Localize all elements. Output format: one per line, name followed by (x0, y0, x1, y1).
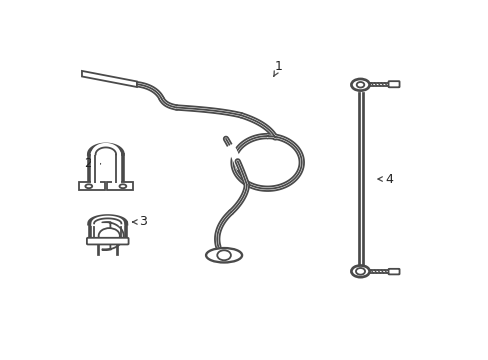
Polygon shape (82, 71, 137, 87)
Circle shape (217, 250, 230, 260)
Circle shape (99, 228, 120, 244)
Polygon shape (102, 222, 123, 250)
Circle shape (355, 268, 365, 275)
Polygon shape (79, 183, 104, 190)
FancyBboxPatch shape (87, 238, 128, 244)
Polygon shape (106, 183, 133, 190)
Text: 3: 3 (132, 216, 146, 229)
Ellipse shape (85, 184, 92, 188)
Circle shape (356, 82, 364, 87)
Ellipse shape (351, 79, 369, 91)
Ellipse shape (351, 266, 369, 277)
Ellipse shape (119, 184, 126, 188)
Ellipse shape (205, 248, 242, 262)
Text: 2: 2 (84, 157, 101, 170)
FancyBboxPatch shape (388, 81, 399, 87)
Text: 1: 1 (273, 60, 283, 76)
Text: 4: 4 (377, 172, 392, 185)
FancyBboxPatch shape (388, 269, 399, 274)
